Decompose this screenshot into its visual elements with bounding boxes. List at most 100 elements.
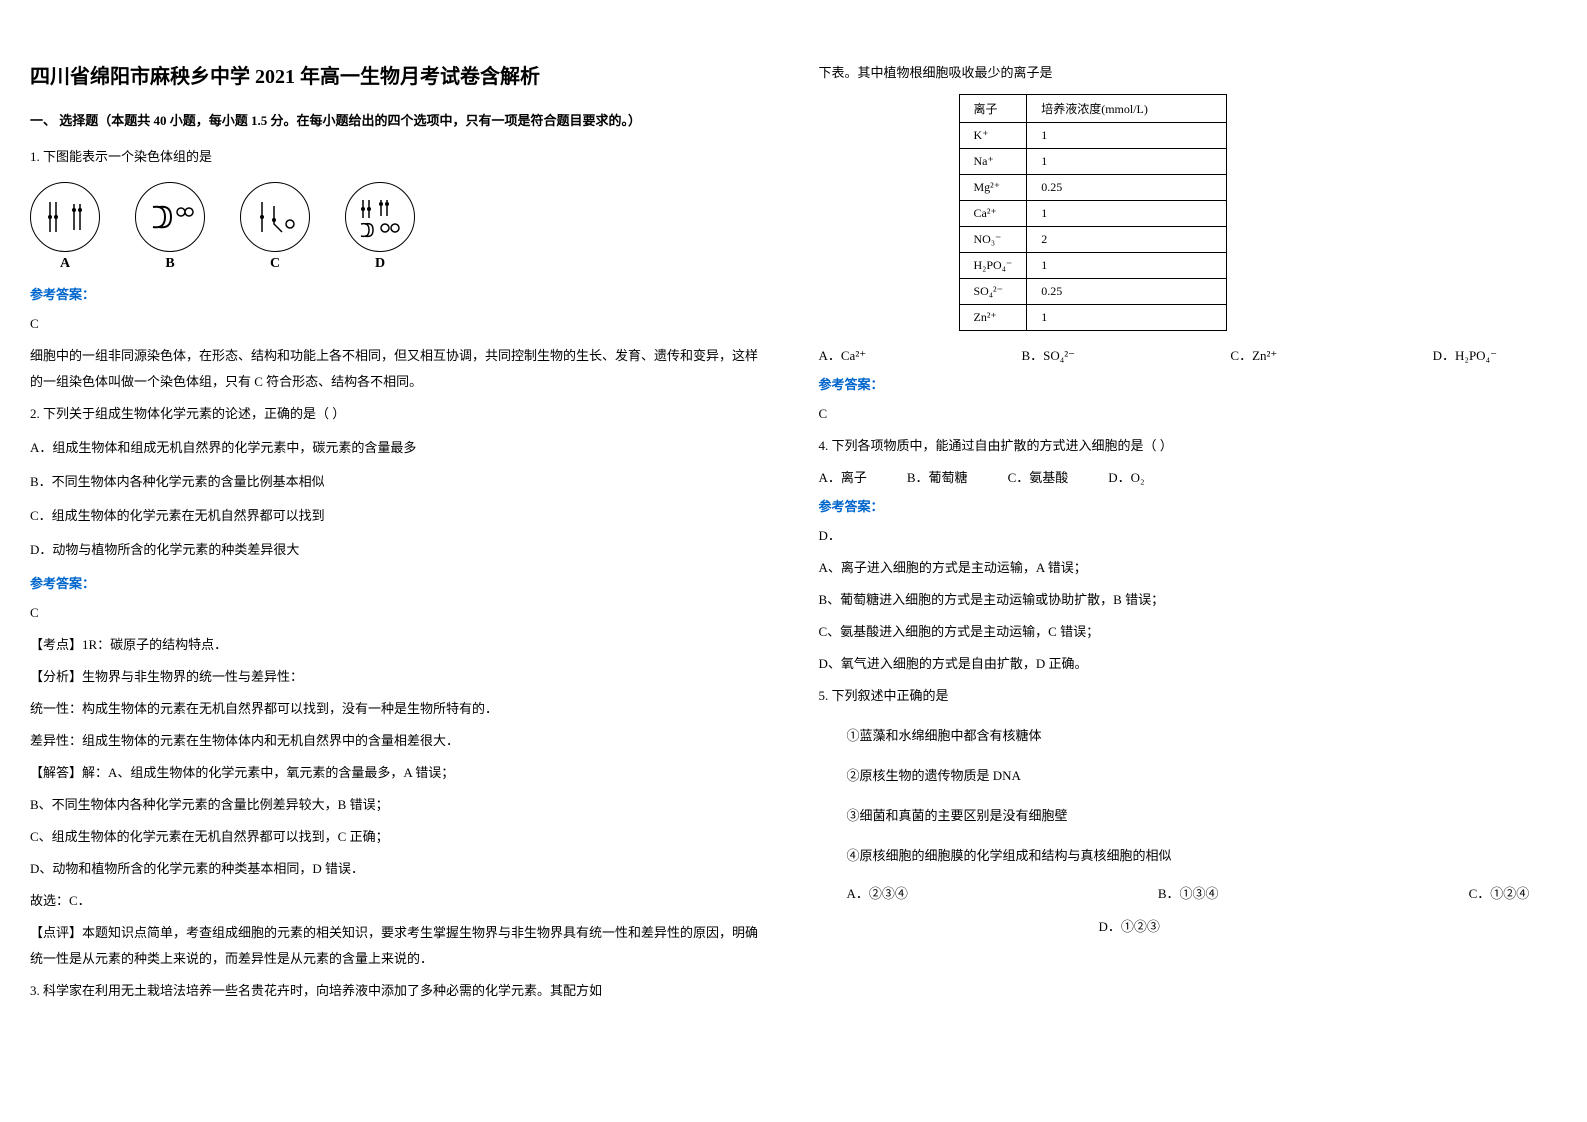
q2-l9: 故选：C．: [30, 888, 769, 914]
q5-s2: ②原核生物的遗传物质是 DNA: [819, 763, 1558, 789]
q4-optB: B．葡萄糖: [907, 467, 968, 486]
q5-s4: ④原核细胞的细胞膜的化学组成和结构与真核细胞的相似: [819, 843, 1558, 869]
q2-l4: 差异性：组成生物体的元素在生物体体内和无机自然界中的含量相差很大．: [30, 728, 769, 754]
diagram-b-circle: [135, 182, 205, 252]
q2-l5: 【解答】解：A、组成生物体的化学元素中，氧元素的含量最多，A 错误；: [30, 760, 769, 786]
table-row: Ca²⁺1: [959, 201, 1227, 227]
q5-optA: A．②③④: [847, 883, 908, 902]
table-row: NO₃⁻2: [959, 227, 1227, 253]
section-header: 一、 选择题（本题共 40 小题，每小题 1.5 分。在每小题给出的四个选项中，…: [30, 109, 769, 132]
q4-eD: D、氧气进入细胞的方式是自由扩散，D 正确。: [819, 651, 1558, 677]
th-ion: 离子: [959, 95, 1027, 123]
q3-options: A．Ca²⁺ B．SO₄²⁻ C．Zn²⁺ D．H₂PO₄⁻: [819, 345, 1558, 364]
q3-optA: A．Ca²⁺: [819, 345, 867, 364]
th-conc: 培养液浓度(mmol/L): [1027, 95, 1227, 123]
q2-l1: 【考点】1R：碳原子的结构特点．: [30, 632, 769, 658]
page-title: 四川省绵阳市麻秧乡中学 2021 年高一生物月考试卷含解析: [30, 60, 769, 89]
q5-s3: ③细菌和真菌的主要区别是没有细胞壁: [819, 803, 1558, 829]
cell: 1: [1027, 253, 1227, 279]
cell: K⁺: [959, 123, 1027, 149]
q2-l7: C、组成生物体的化学元素在无机自然界都可以找到，C 正确；: [30, 824, 769, 850]
cell: NO₃⁻: [959, 227, 1027, 253]
q2-optC: C．组成生物体的化学元素在无机自然界都可以找到: [30, 503, 769, 529]
q4-optC: C．氨基酸: [1008, 467, 1069, 486]
q5-optC: C．①②④: [1469, 883, 1530, 902]
q1-stem: 1. 下图能表示一个染色体组的是: [30, 144, 769, 170]
table-row: Zn²⁺1: [959, 305, 1227, 331]
chromosome-icon-b: [145, 192, 195, 242]
table-row: K⁺1: [959, 123, 1227, 149]
q4-stem: 4. 下列各项物质中，能通过自由扩散的方式进入细胞的是（ ）: [819, 433, 1558, 459]
q4-optA: A．离子: [819, 467, 867, 486]
q2-l10: 【点评】本题知识点简单，考查组成细胞的元素的相关知识，要求考生掌握生物界与非生物…: [30, 920, 769, 972]
q4-optD: D．O₂: [1108, 467, 1144, 486]
q4-answer-label: 参考答案：: [819, 496, 1558, 515]
diagram-b: B: [135, 182, 205, 272]
q2-stem: 2. 下列关于组成生物体化学元素的论述，正确的是（ ）: [30, 401, 769, 427]
q4-eC: C、氨基酸进入细胞的方式是主动运输，C 错误；: [819, 619, 1558, 645]
cell: Mg²⁺: [959, 175, 1027, 201]
q2-l6: B、不同生物体内各种化学元素的含量比例差异较大，B 错误；: [30, 792, 769, 818]
cell: Zn²⁺: [959, 305, 1027, 331]
q3-optB: B．SO₄²⁻: [1021, 345, 1075, 364]
q5-stem: 5. 下列叙述中正确的是: [819, 683, 1558, 709]
q2-answer-label: 参考答案：: [30, 573, 769, 592]
q4-answer: D．: [819, 523, 1558, 549]
q4-eB: B、葡萄糖进入细胞的方式是主动运输或协助扩散，B 错误；: [819, 587, 1558, 613]
diagram-c: C: [240, 182, 310, 272]
cell: 1: [1027, 305, 1227, 331]
table-header-row: 离子 培养液浓度(mmol/L): [959, 95, 1227, 123]
cell: SO₄²⁻: [959, 279, 1027, 305]
chromosome-icon-d: [355, 192, 405, 242]
q1-answer-label: 参考答案：: [30, 284, 769, 303]
q3-optD: D．H₂PO₄⁻: [1433, 345, 1497, 364]
q2-answer: C: [30, 600, 769, 626]
cell: 2: [1027, 227, 1227, 253]
cell: 1: [1027, 201, 1227, 227]
cell: Na⁺: [959, 149, 1027, 175]
diagram-a: A: [30, 182, 100, 272]
right-column: 下表。其中植物根细胞吸收最少的离子是 离子 培养液浓度(mmol/L) K⁺1 …: [819, 60, 1558, 1012]
q3-optC: C．Zn²⁺: [1230, 345, 1277, 364]
chromosome-icon-a: [40, 192, 90, 242]
q1-explain: 细胞中的一组非同源染色体，在形态、结构和功能上各不相同，但又相互协调，共同控制生…: [30, 343, 769, 395]
q1-diagram: A B: [30, 182, 769, 272]
q2-l2: 【分析】生物界与非生物界的统一性与差异性：: [30, 664, 769, 690]
table-row: SO₄²⁻0.25: [959, 279, 1227, 305]
q5-s1: ①蓝藻和水绵细胞中都含有核糖体: [819, 723, 1558, 749]
q2-optB: B．不同生物体内各种化学元素的含量比例基本相似: [30, 469, 769, 495]
q3-stemB: 下表。其中植物根细胞吸收最少的离子是: [819, 60, 1558, 86]
q5-optB: B．①③④: [1158, 883, 1219, 902]
table-row: Na⁺1: [959, 149, 1227, 175]
q3-answer-label: 参考答案：: [819, 374, 1558, 393]
q5-optD: D．①②③: [1099, 919, 1160, 934]
cell: 1: [1027, 149, 1227, 175]
cell: Ca²⁺: [959, 201, 1027, 227]
q1-answer: C: [30, 311, 769, 337]
q2-optA: A．组成生物体和组成无机自然界的化学元素中，碳元素的含量最多: [30, 435, 769, 461]
q3-table: 离子 培养液浓度(mmol/L) K⁺1 Na⁺1 Mg²⁺0.25 Ca²⁺1…: [959, 94, 1228, 331]
q2-l8: D、动物和植物所含的化学元素的种类基本相同，D 错误．: [30, 856, 769, 882]
q5-options-2: D．①②③: [819, 916, 1558, 935]
diagram-d: D: [345, 182, 415, 272]
q2-optD: D．动物与植物所含的化学元素的种类差异很大: [30, 537, 769, 563]
chromosome-icon-c: [250, 192, 300, 242]
diagram-a-label: A: [60, 256, 70, 272]
diagram-a-circle: [30, 182, 100, 252]
q5-options-1: A．②③④ B．①③④ C．①②④: [819, 883, 1558, 902]
table-row: Mg²⁺0.25: [959, 175, 1227, 201]
table-row: H₂PO₄⁻1: [959, 253, 1227, 279]
q2-l3: 统一性：构成生物体的元素在无机自然界都可以找到，没有一种是生物所特有的．: [30, 696, 769, 722]
diagram-b-label: B: [165, 256, 174, 272]
left-column: 四川省绵阳市麻秧乡中学 2021 年高一生物月考试卷含解析 一、 选择题（本题共…: [30, 60, 769, 1012]
q3-answer: C: [819, 401, 1558, 427]
q3-stemA: 3. 科学家在利用无土栽培法培养一些名贵花卉时，向培养液中添加了多种必需的化学元…: [30, 978, 769, 1004]
cell: 0.25: [1027, 279, 1227, 305]
q4-eA: A、离子进入细胞的方式是主动运输，A 错误；: [819, 555, 1558, 581]
cell: 0.25: [1027, 175, 1227, 201]
diagram-d-label: D: [375, 256, 385, 272]
diagram-c-label: C: [270, 256, 280, 272]
cell: H₂PO₄⁻: [959, 253, 1027, 279]
cell: 1: [1027, 123, 1227, 149]
diagram-d-circle: [345, 182, 415, 252]
